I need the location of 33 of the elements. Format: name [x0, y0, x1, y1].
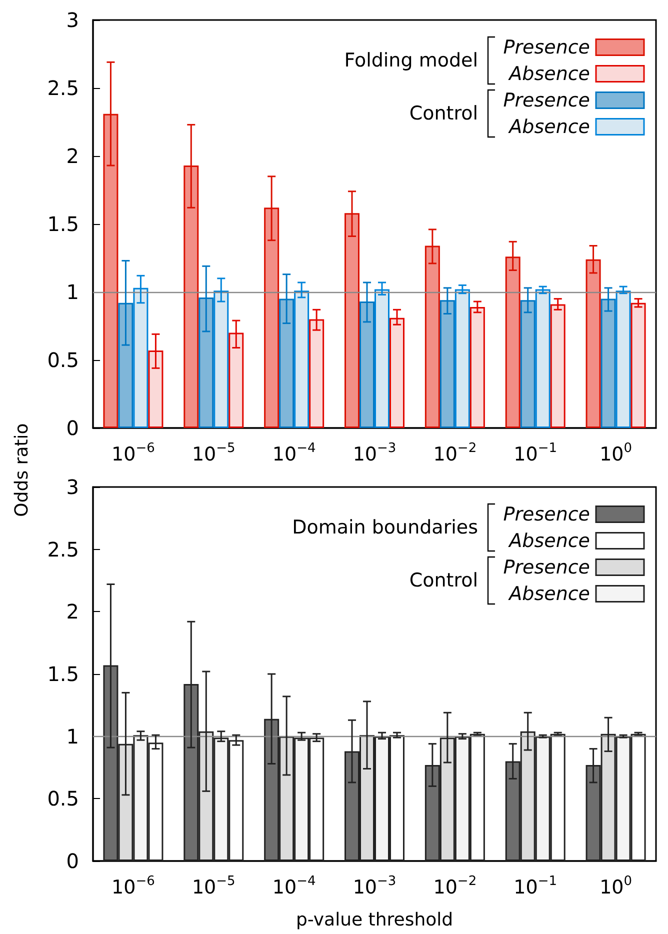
y-tick-label: 1 — [66, 724, 79, 748]
y-axis-title: Odds ratio — [12, 423, 32, 517]
y-tick-label: 2.5 — [47, 76, 79, 100]
annotation: Domain boundaries — [292, 516, 478, 538]
bar — [616, 290, 631, 428]
legend-label: Presence — [503, 89, 590, 112]
legend-label: Absence — [507, 530, 590, 552]
y-tick-label: 2 — [66, 144, 79, 168]
y-tick-label: 3 — [66, 8, 79, 32]
y-tick-label: 2.5 — [47, 537, 79, 562]
annotation: Control — [409, 570, 478, 592]
bar — [630, 302, 646, 428]
y-tick-label: 3 — [66, 475, 79, 499]
annotation: Folding model — [344, 50, 478, 72]
legend-label: Presence — [503, 503, 590, 526]
y-tick-label: 1.5 — [47, 662, 79, 686]
legend-label: Presence — [503, 36, 590, 58]
y-tick-label: 1.5 — [47, 212, 79, 236]
bar — [454, 289, 470, 428]
y-tick-label: 1 — [66, 280, 79, 304]
bar — [535, 289, 550, 428]
y-tick-label: 2 — [66, 600, 79, 624]
legend-label: Absence — [507, 62, 590, 85]
x-axis-title: p-value threshold — [296, 910, 454, 930]
bar — [470, 306, 485, 428]
y-tick-label: 0.5 — [47, 348, 79, 372]
annotation: Control — [409, 102, 478, 124]
y-tick-label: 0.5 — [47, 786, 79, 811]
y-tick-label: 0 — [66, 849, 79, 873]
y-tick-label: 0 — [66, 416, 79, 440]
legend-label: Presence — [503, 556, 590, 578]
legend-label: Absence — [507, 116, 590, 138]
legend-label: Absence — [507, 582, 590, 605]
